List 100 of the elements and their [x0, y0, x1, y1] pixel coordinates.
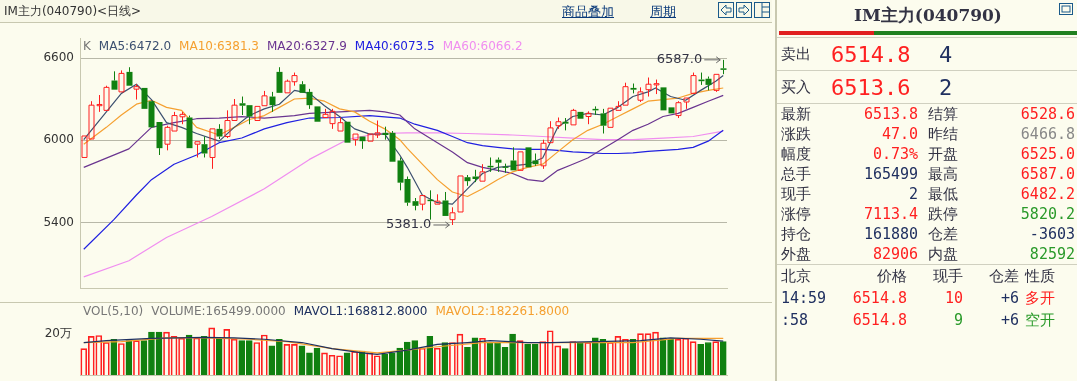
text: MAVOL2:182261.8000	[435, 304, 570, 319]
text: 6513.6	[831, 74, 912, 100]
candlestick	[434, 193, 441, 205]
text: 165499	[862, 165, 919, 183]
text: 涨跌	[781, 124, 812, 144]
text: 20万	[44, 325, 72, 342]
text: 6514.8	[831, 41, 912, 67]
text: MA40:6073.5	[354, 39, 435, 54]
text: 6528.6	[1019, 105, 1076, 123]
text: +6	[999, 311, 1019, 329]
text: 6513.8	[862, 105, 919, 123]
text: 2	[938, 74, 954, 100]
text: 涨停	[781, 204, 812, 224]
bar	[509, 333, 516, 375]
candlestick	[209, 128, 216, 170]
bar	[561, 348, 569, 375]
candlestick	[495, 156, 502, 173]
candlestick	[600, 108, 607, 135]
text: IM主力(040790)	[853, 4, 1003, 27]
text: 价格	[876, 266, 907, 286]
bar	[276, 338, 283, 375]
text: 持仓	[781, 224, 812, 244]
candlestick	[194, 141, 201, 158]
text: 幅度	[781, 144, 812, 164]
candlestick	[510, 146, 517, 171]
text: -3603	[1028, 225, 1076, 243]
bar	[576, 342, 584, 375]
text: 5820.2	[1019, 205, 1076, 223]
text: 周期	[650, 3, 676, 21]
candlestick	[562, 117, 569, 131]
candlestick	[118, 69, 125, 93]
text: 外盘	[781, 244, 812, 264]
text: 商品叠加	[562, 3, 614, 21]
candlestick	[133, 83, 140, 101]
text: MA60:6066.2	[442, 39, 523, 54]
text: 161880	[862, 225, 919, 243]
text: 最高	[927, 164, 960, 184]
text: 仓差	[988, 266, 1019, 286]
text: +6	[999, 289, 1019, 307]
text: 6482.2	[1019, 185, 1076, 203]
candlestick	[352, 133, 359, 147]
candlestick	[216, 123, 223, 140]
candlestick	[269, 91, 276, 113]
candlestick	[126, 66, 133, 86]
text: 总手	[781, 164, 812, 184]
text: 82906	[871, 245, 919, 263]
annotation: 5381.0	[385, 216, 432, 232]
series-label: VOLUME:165499.0000	[151, 304, 286, 319]
text: 最新	[781, 104, 812, 124]
text: 空开	[1024, 310, 1056, 330]
candlestick	[276, 66, 283, 93]
text: :58	[781, 311, 810, 329]
text: 开盘	[927, 144, 960, 164]
text: 卖出	[781, 44, 812, 64]
text: MA20:6327.9	[266, 39, 347, 54]
text: 82592	[1028, 245, 1076, 263]
chart-title: IM主力(040790)<日线>	[4, 3, 142, 20]
y-tick-label: 5400	[43, 214, 74, 229]
text: 6525.0	[1019, 145, 1076, 163]
y-tick-label: 6600	[43, 50, 74, 65]
candlestick	[442, 191, 449, 216]
text: 性质	[1023, 266, 1056, 286]
text: 北京	[781, 266, 812, 286]
bar	[411, 340, 419, 375]
text: 现手	[932, 266, 963, 286]
bar	[494, 342, 501, 375]
text: MA5:6472.0	[98, 39, 172, 54]
bar	[464, 346, 471, 375]
candlestick	[111, 70, 118, 90]
bar	[215, 337, 223, 375]
candlestick	[464, 174, 471, 187]
bar	[697, 344, 704, 375]
candlestick	[720, 59, 727, 75]
text: 买入	[781, 77, 812, 97]
text: 6514.8	[851, 289, 907, 307]
bar	[592, 337, 599, 375]
text: 9	[952, 311, 963, 329]
legend-title: VOL(5,10)	[83, 304, 144, 319]
candlestick	[156, 122, 163, 156]
text: 6466.8	[1019, 125, 1076, 143]
text: 仓差	[927, 224, 960, 244]
legend-title: K	[83, 39, 92, 54]
text: 10	[943, 289, 963, 307]
series-label: MAVOL1:168812.8000	[293, 304, 428, 319]
text: 0.73%	[871, 145, 919, 163]
text: 现手	[781, 184, 812, 204]
text: 2	[908, 185, 919, 203]
bar	[667, 338, 674, 375]
text: 多开	[1024, 288, 1056, 308]
text: 7113.4	[862, 205, 919, 223]
text: 14:59	[781, 289, 828, 307]
text: MA10:6381.3	[179, 39, 259, 54]
bar	[245, 340, 253, 375]
text: 最低	[927, 184, 960, 204]
annotation: 6587.0	[656, 51, 703, 67]
candlestick	[555, 116, 562, 130]
text: 4	[938, 41, 954, 67]
text: 内盘	[927, 244, 960, 264]
text: 47.0	[881, 125, 919, 143]
bar	[306, 352, 313, 375]
